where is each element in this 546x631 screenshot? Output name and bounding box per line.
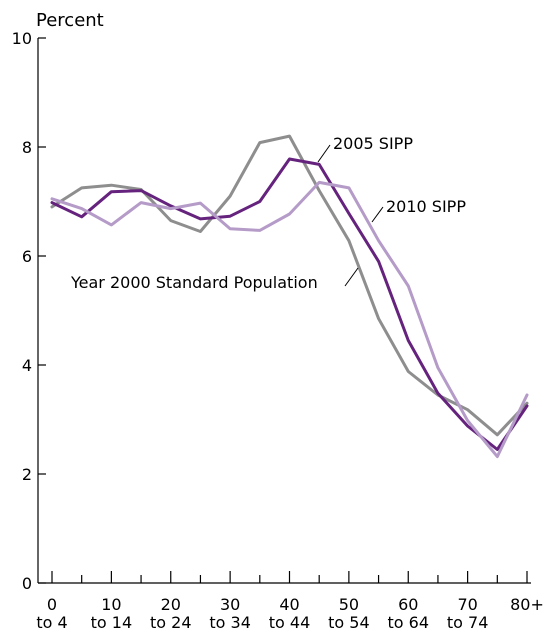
series-line-2010-sipp xyxy=(50,180,529,459)
x-tick-sublabel-20: to 24 xyxy=(150,613,192,631)
y-tick-label-0: 0 xyxy=(22,574,32,593)
x-tick-label-10: 10 xyxy=(101,595,121,614)
y-tick-label-2: 2 xyxy=(22,465,32,484)
annotation-leader-2010 xyxy=(371,206,384,223)
x-tick-sublabel-70: to 74 xyxy=(447,613,489,631)
x-tick-sublabel-0: to 4 xyxy=(36,613,67,631)
series-line-year-2000-standard-population xyxy=(50,134,529,437)
x-tick-label-20: 20 xyxy=(161,595,181,614)
annotation-2005-sipp: 2005 SIPP xyxy=(333,134,413,153)
y-tick-label-4: 4 xyxy=(22,356,32,375)
x-tick-label-60: 60 xyxy=(398,595,418,614)
x-tick-sublabel-10: to 14 xyxy=(91,613,133,631)
x-tick-label-70: 70 xyxy=(457,595,477,614)
x-tick-label-30: 30 xyxy=(220,595,240,614)
annotation-year-2000: Year 2000 Standard Population xyxy=(70,273,318,292)
annotation-leader-year2000 xyxy=(344,267,359,287)
annotation-2010-sipp: 2010 SIPP xyxy=(386,197,466,216)
y-axis: 0 2 4 6 8 10 xyxy=(12,29,46,593)
x-tick-label-40: 40 xyxy=(279,595,299,614)
x-tick-sublabel-50: to 54 xyxy=(328,613,370,631)
x-tick-label-80: 80+ xyxy=(510,595,544,614)
y-tick-label-10: 10 xyxy=(12,29,32,48)
x-tick-sublabel-30: to 34 xyxy=(209,613,251,631)
y-tick-label-8: 8 xyxy=(22,138,32,157)
y-tick-label-6: 6 xyxy=(22,247,32,266)
series-layer xyxy=(50,134,529,459)
x-tick-label-0: 0 xyxy=(47,595,57,614)
x-tick-label-50: 50 xyxy=(339,595,359,614)
series-line-2005-sipp xyxy=(50,157,529,451)
annotation-leader-2005 xyxy=(317,144,331,163)
x-tick-sublabel-60: to 64 xyxy=(387,613,429,631)
x-tick-sublabel-40: to 44 xyxy=(269,613,311,631)
y-axis-title: Percent xyxy=(36,10,104,31)
